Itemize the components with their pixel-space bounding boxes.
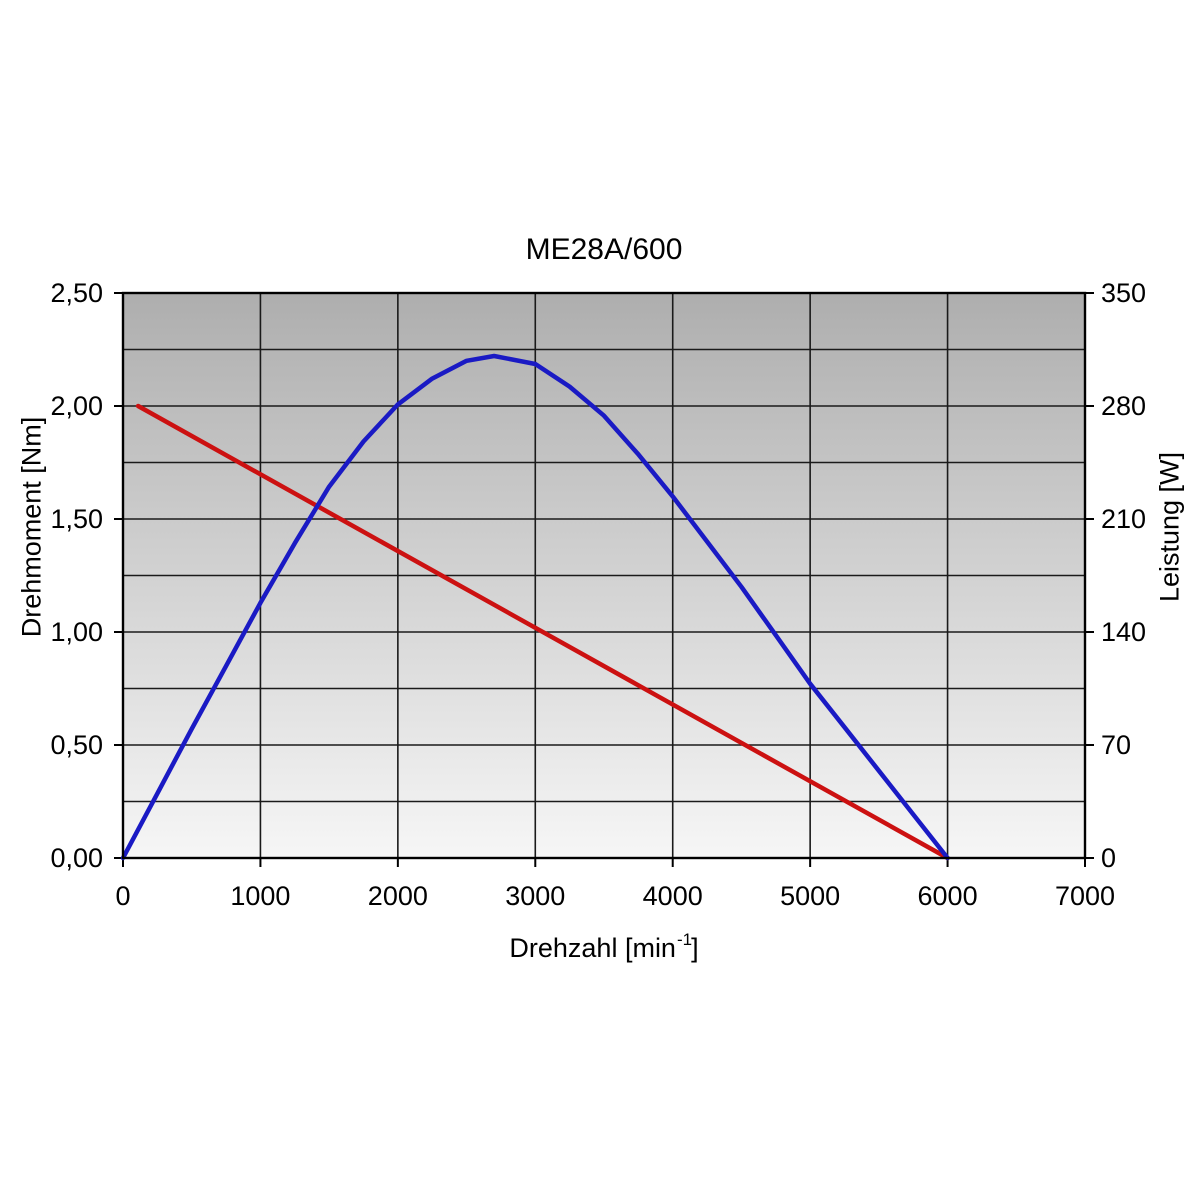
plot-border [121, 291, 1087, 860]
y-left-tick-label: 0,50 [50, 730, 103, 760]
gridlines [123, 293, 1085, 858]
x-tick-label: 5000 [780, 881, 841, 911]
x-tick-label: 2000 [367, 881, 428, 911]
x-tick-label: 3000 [505, 881, 566, 911]
y-left-tick-label: 1,00 [50, 617, 103, 647]
y-right-tick-label: 280 [1101, 391, 1147, 421]
y-left-tick-label: 2,50 [50, 278, 103, 308]
y-right-tick-label: 140 [1101, 617, 1147, 647]
y-left-tick-label: 2,00 [50, 391, 103, 421]
y-right-tick-label: 210 [1101, 504, 1147, 534]
torque-line [135, 403, 950, 861]
y-right-tick-label: 0 [1101, 843, 1117, 873]
x-axis-title-text: Drehzahl [min [509, 933, 676, 963]
power-curve [120, 353, 950, 861]
x-tick-label: 4000 [642, 881, 703, 911]
x-tick-label: 1000 [230, 881, 291, 911]
y-left-tick-label: 1,50 [50, 504, 103, 534]
x-axis-title-superscript: -1 [676, 930, 693, 949]
x-axis-title: Drehzahl [min-1] [354, 926, 854, 964]
chart-title: ME28A/600 [525, 233, 683, 266]
x-tick-label: 0 [115, 881, 131, 911]
y-right-tick-label: 70 [1101, 730, 1132, 760]
x-axis-title-suffix: ] [691, 933, 699, 963]
x-tick-label: 6000 [917, 881, 978, 911]
y-right-tick-label: 350 [1101, 278, 1147, 308]
x-tick-label: 7000 [1054, 881, 1116, 911]
y-left-tick-label: 0,00 [50, 843, 103, 873]
